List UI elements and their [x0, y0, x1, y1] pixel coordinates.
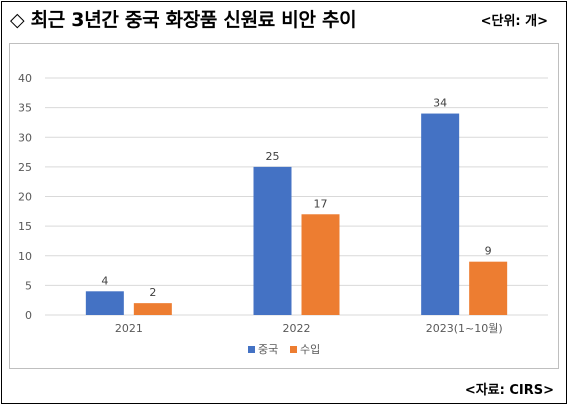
grid-lines: [45, 77, 548, 316]
chart-area: [9, 43, 559, 369]
bars: [85, 113, 508, 315]
data-label: 17: [314, 197, 328, 210]
y-tick-label: 40: [18, 72, 32, 85]
bar-중국-2021: [85, 291, 124, 315]
y-axis-ticks: 0 5 10 15 20 25 30 35 40: [18, 72, 32, 322]
y-tick-label: 10: [18, 250, 32, 263]
data-label: 34: [433, 97, 447, 110]
bar-수입-2022: [301, 214, 340, 315]
y-tick-label: 35: [18, 102, 32, 115]
chart-title: ◇ 최근 3년간 중국 화장품 신원료 비안 추이: [10, 9, 357, 31]
legend-swatch-중국: [248, 346, 255, 353]
legend-label: 중국: [258, 343, 278, 356]
unit-label: <단위: 개>: [480, 14, 548, 29]
y-tick-label: 30: [18, 131, 32, 144]
bar-중국-2022: [253, 166, 292, 315]
x-tick-label: 2023(1~10월): [426, 322, 503, 335]
y-tick-label: 20: [18, 191, 32, 204]
y-tick-label: 25: [18, 161, 32, 174]
bar-수입-2021: [133, 303, 172, 315]
x-tick-label: 2021: [115, 322, 143, 335]
legend-swatch-수입: [290, 346, 297, 353]
legend: 중국 수입: [248, 343, 320, 356]
data-label: 4: [101, 274, 108, 287]
x-axis-ticks: 2021 2022 2023(1~10월): [115, 322, 503, 335]
data-labels: 4 2 25 17 34 9: [101, 97, 491, 300]
source-note: <자료: CIRS>: [464, 383, 554, 398]
bar-중국-2023(1~10월): [421, 113, 460, 315]
data-label: 2: [149, 286, 156, 299]
data-label: 25: [266, 150, 280, 163]
bar-수입-2023(1~10월): [469, 261, 508, 315]
y-tick-label: 15: [18, 220, 32, 233]
y-tick-label: 5: [25, 279, 32, 292]
x-tick-label: 2022: [283, 322, 311, 335]
legend-label: 수입: [300, 343, 320, 356]
data-label: 9: [485, 245, 492, 258]
y-tick-label: 0: [25, 309, 32, 322]
